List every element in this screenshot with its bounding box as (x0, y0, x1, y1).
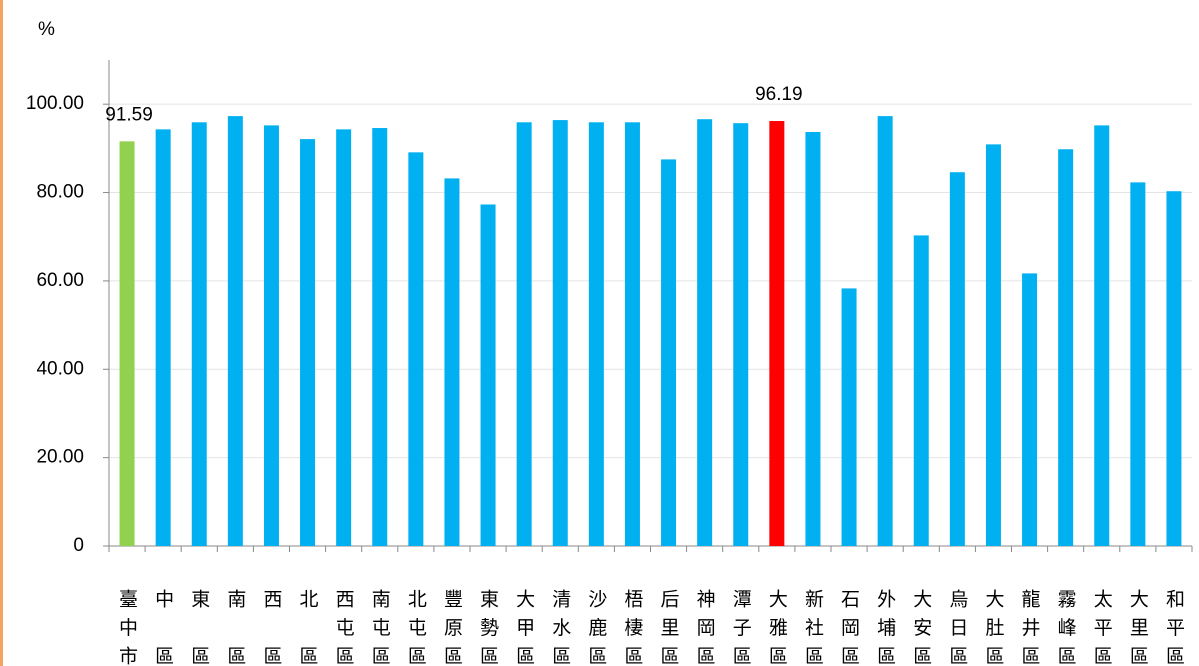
data-label: 96.19 (755, 84, 803, 105)
x-tick-label: 神岡區 (693, 589, 716, 665)
x-tick-label: 霧峰區 (1054, 589, 1077, 665)
x-tick-label: 東區 (188, 589, 211, 665)
y-tick-label: 20.00 (36, 447, 84, 468)
bar (227, 116, 243, 547)
x-tick-label: 后里區 (657, 589, 680, 665)
bar (1022, 273, 1038, 546)
x-tick-label: 大甲區 (513, 589, 536, 665)
bar (372, 128, 388, 547)
y-unit-label: % (38, 19, 55, 40)
x-tick-label: 太平區 (1090, 589, 1113, 665)
bar (1130, 182, 1146, 546)
bar (1166, 191, 1182, 546)
x-tick-label: 梧棲區 (621, 589, 644, 665)
x-tick-label: 大雅區 (765, 589, 788, 665)
data-label: 91.59 (105, 104, 153, 125)
bar (697, 119, 713, 546)
bar (805, 132, 821, 546)
x-tick-label: 潭子區 (729, 589, 752, 665)
x-tick-label: 東勢區 (477, 589, 500, 665)
x-tick-label: 外埔區 (874, 589, 897, 665)
x-tick-label: 龍井區 (1018, 589, 1041, 665)
bar (516, 122, 532, 547)
y-tick-label: 60.00 (36, 270, 84, 291)
x-tick-label: 烏日區 (946, 589, 969, 665)
x-tick-label: 清水區 (549, 589, 572, 665)
x-tick-label: 西屯區 (332, 589, 355, 665)
x-tick-label: 新社區 (801, 589, 824, 665)
x-tick-label: 中區 (152, 589, 175, 665)
bar (119, 141, 135, 546)
bar (733, 123, 749, 547)
x-tick-label: 南屯區 (368, 589, 391, 665)
y-tick-label: 0 (73, 535, 84, 556)
y-tick-label: 100.00 (26, 93, 84, 114)
x-tick-label: 北區 (296, 589, 319, 665)
x-tick-label: 大肚區 (982, 589, 1005, 665)
bar (480, 204, 496, 546)
x-tick-label: 臺中市 (116, 589, 139, 665)
left-border (0, 0, 3, 666)
bar (408, 152, 424, 546)
x-tick-label: 沙鹿區 (585, 589, 608, 665)
bar (552, 120, 568, 546)
bar (588, 122, 604, 547)
bar (1094, 125, 1110, 546)
bar (841, 288, 857, 546)
bar (155, 129, 171, 546)
x-tick-label: 大安區 (910, 589, 933, 665)
x-tick-label: 西區 (260, 589, 283, 665)
bar (300, 139, 316, 546)
x-tick-label: 石岡區 (838, 589, 861, 665)
bar (877, 116, 893, 547)
bar (263, 125, 279, 546)
bar (769, 121, 785, 547)
x-tick-label: 豐原區 (440, 589, 463, 665)
bar (985, 144, 1001, 546)
bar (444, 178, 460, 546)
x-tick-label: 北屯區 (404, 589, 427, 665)
bar (913, 235, 929, 546)
y-tick-label: 40.00 (36, 358, 84, 379)
bar (661, 159, 677, 546)
bar (191, 122, 207, 547)
x-tick-label: 南區 (224, 589, 247, 665)
y-tick-label: 80.00 (36, 182, 84, 203)
bar (336, 129, 352, 546)
bar (624, 122, 640, 547)
bar (949, 172, 965, 547)
x-tick-label: 大里區 (1126, 589, 1149, 665)
bar (1058, 149, 1074, 547)
x-tick-label: 和平區 (1162, 589, 1185, 665)
